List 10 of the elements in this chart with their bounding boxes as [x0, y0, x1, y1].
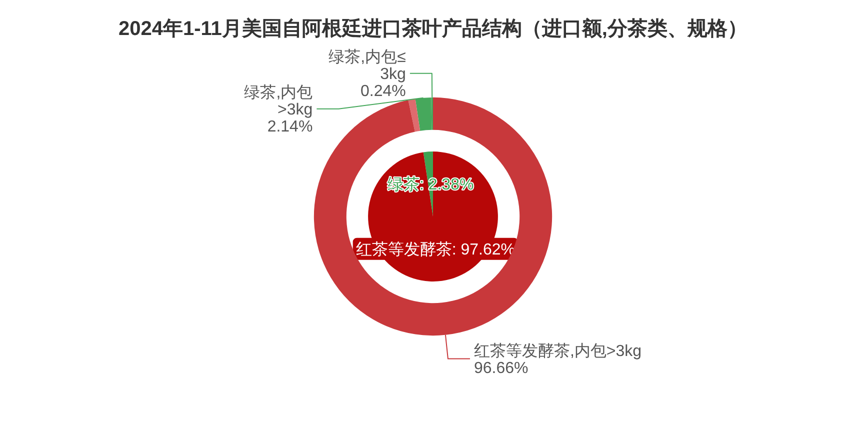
donut-slice: [314, 97, 552, 336]
data-label: 0.24%: [360, 83, 406, 100]
slice-label: 绿茶,内包≤3kg: [328, 48, 406, 84]
data-label: 96.66%: [474, 360, 528, 377]
chart-title: 2024年1-11月美国自阿根廷进口茶叶产品结构（进口额,分茶类、规格）: [118, 17, 748, 40]
slice-label: 红茶等发酵茶,内包>3kg: [474, 342, 642, 360]
donut-slice: [415, 97, 432, 131]
slice-label: 绿茶,内包>3kg: [244, 84, 313, 119]
data-label: 2.14%: [267, 118, 313, 136]
donut-slice: [408, 98, 420, 132]
